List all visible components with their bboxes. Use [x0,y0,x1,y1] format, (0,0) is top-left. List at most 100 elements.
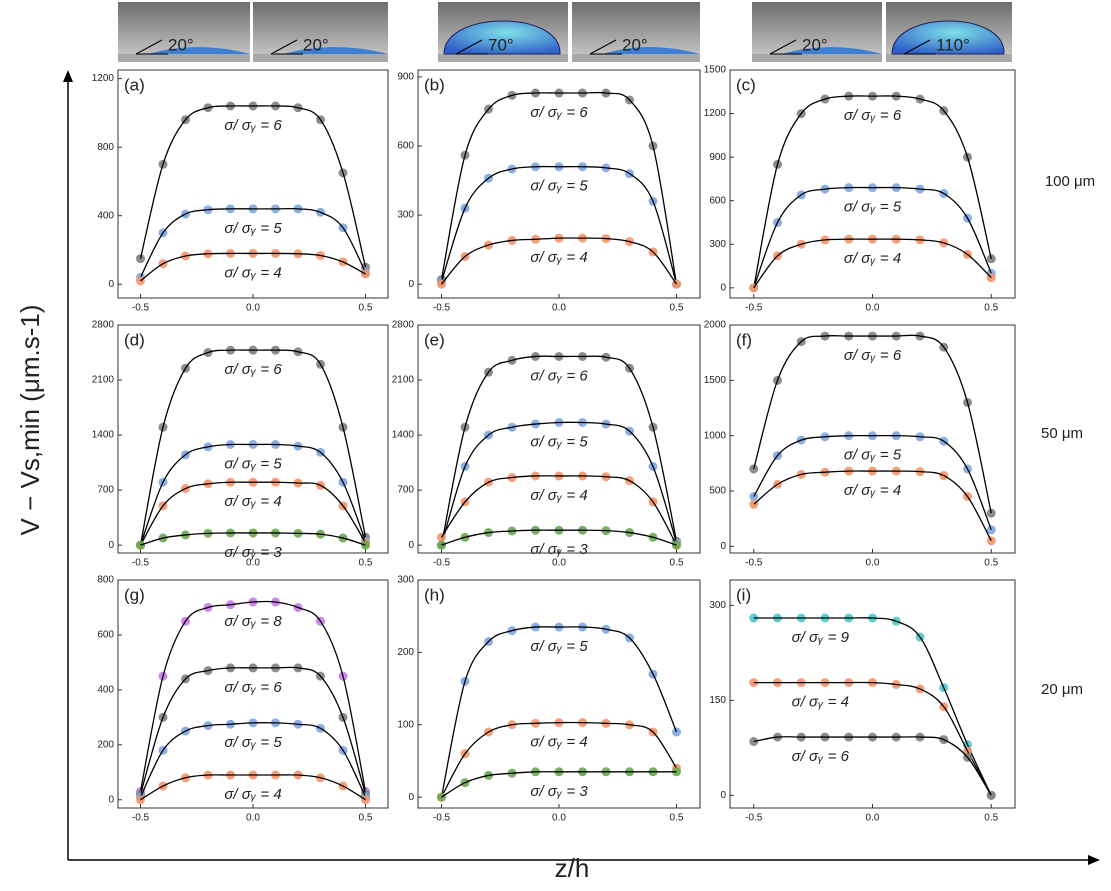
arrow-head [1088,855,1100,865]
row-label: 50 μm [1041,425,1083,442]
x-tick-label: 0.5 [670,813,684,824]
y-tick-label: 0 [408,540,414,551]
angle-mark [903,39,936,55]
fit-line [140,252,366,282]
x-tick-label: -0.5 [132,558,150,569]
y-tick-label: 0 [408,279,414,290]
fit-line [139,481,367,546]
y-tick-label: 0 [408,792,414,803]
x-tick-label: 0.0 [246,558,260,569]
series-label: σ/ σᵧ = 6 [224,361,282,378]
x-tick-label: 0.0 [552,813,566,824]
series-label: σ/ σᵧ = 8 [224,613,282,630]
panel-label: (b) [424,75,445,94]
droplet [148,47,250,54]
y-tick-label: 300 [397,575,414,586]
arrow-head [63,70,73,82]
fit-line [140,774,366,801]
x-tick-label: -0.5 [433,558,451,569]
y-tick-label: 500 [709,486,726,497]
y-tick-label: 0 [720,541,726,552]
substrate [572,54,700,62]
angle-mark [455,39,488,55]
fit-line [753,470,992,542]
series-label: σ/ σᵧ = 4 [530,734,587,751]
y-tick-label: 0 [108,279,114,290]
x-tick-label: -0.5 [132,813,150,824]
x-tick-label: 0.5 [670,558,684,569]
series-label: σ/ σᵧ = 6 [224,679,282,696]
droplet [602,47,700,54]
series: σ/ σᵧ = 4 [749,466,996,546]
series: σ/ σᵧ = 5 [136,204,370,282]
x-tick-label: -0.5 [745,303,763,314]
y-tick-label: 150 [709,695,726,706]
y-tick-label: 0 [720,790,726,801]
x-tick-label: 0.0 [866,558,880,569]
y-tick-label: 0 [108,540,114,551]
x-tick-label: -0.5 [433,303,451,314]
fit-line [139,105,367,268]
series: σ/ σᵧ = 5 [749,431,996,535]
row-label: 20 μm [1041,681,1083,698]
y-tick-label: 700 [397,485,414,496]
y-tick-label: 2800 [392,320,415,331]
y-tick-label: 200 [97,739,114,750]
droplet [443,20,561,55]
series-label: σ/ σᵧ = 6 [792,748,850,765]
series: σ/ σᵧ = 5 [437,622,681,802]
x-tick-label: 0.0 [246,303,260,314]
series-label: σ/ σᵧ = 6 [844,347,902,364]
series: σ/ σᵧ = 6 [749,91,996,293]
y-tick-label: 300 [709,239,726,250]
series-label: σ/ σᵧ = 4 [844,250,901,267]
series: σ/ σᵧ = 6 [749,732,996,800]
row-label: 100 μm [1045,173,1095,190]
fit-line [440,355,678,546]
series-label: σ/ σᵧ = 4 [530,487,587,504]
series-label: σ/ σᵧ = 3 [224,544,282,561]
x-tick-label: -0.5 [433,813,451,824]
x-tick-label: 0.0 [552,558,566,569]
x-tick-label: 0.0 [246,813,260,824]
fit-line [440,721,678,798]
x-tick-label: 0.5 [359,558,373,569]
y-tick-label: 400 [97,685,114,696]
panel-label: (i) [736,585,751,604]
angle-mark [270,39,303,55]
x-axis-label: z/h [555,853,590,883]
series-label: σ/ σᵧ = 6 [224,117,282,134]
x-tick-label: 0.0 [552,303,566,314]
y-tick-label: 1000 [704,430,727,441]
x-tick-label: -0.5 [745,558,763,569]
panel-label: (c) [736,75,756,94]
series-label: σ/ σᵧ = 4 [792,694,849,711]
y-tick-label: 400 [97,210,114,221]
y-axis-label: V − Vs,min (μm.s-1) [15,305,45,536]
fit-line [440,91,678,285]
y-tick-label: 100 [397,719,414,730]
y-tick-label: 700 [97,485,114,496]
series-label: σ/ σᵧ = 5 [530,178,588,195]
series-label: σ/ σᵧ = 5 [530,638,588,655]
series: σ/ σᵧ = 6 [749,331,996,518]
series: σ/ σᵧ = 4 [437,233,681,289]
contact-angle: 70° [488,35,514,54]
y-tick-label: 1400 [92,430,115,441]
x-tick-label: 0.5 [984,558,998,569]
panel-label: (h) [424,585,445,604]
series: σ/ σᵧ = 5 [437,162,681,289]
y-tick-label: 300 [709,600,726,611]
y-tick-label: 1500 [704,375,727,386]
panel-label: (d) [124,330,145,349]
y-tick-label: 300 [397,210,414,221]
y-tick-label: 0 [720,282,726,293]
y-tick-label: 600 [397,141,414,152]
panel-label: (a) [124,75,145,94]
y-tick-label: 1200 [704,108,727,119]
series: σ/ σᵧ = 3 [437,767,681,802]
y-tick-label: 800 [97,575,114,586]
fit-line [753,736,992,796]
series: σ/ σᵧ = 4 [136,770,370,805]
series: σ/ σᵧ = 4 [136,248,370,286]
